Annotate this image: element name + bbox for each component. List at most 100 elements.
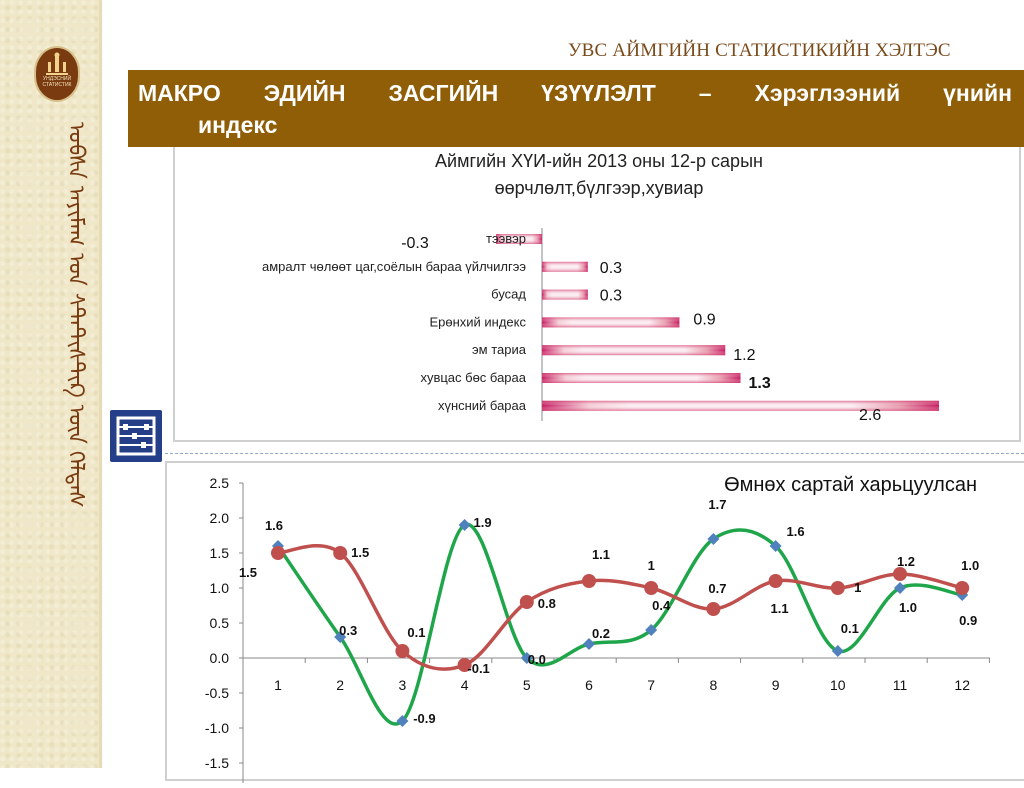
data-label: 0.0 [528, 652, 546, 667]
emblem-icon: УНДЭСНИЙ СТАТИСТИК [34, 46, 80, 102]
y-tick-label: 1.0 [210, 580, 230, 596]
data-label: 1.0 [899, 600, 917, 615]
data-label: 1 [854, 580, 861, 595]
data-label: 0.1 [407, 625, 425, 640]
bar-shade [542, 373, 741, 383]
data-label: 1.7 [708, 497, 726, 512]
data-label: 0.4 [652, 598, 671, 613]
y-tick-label: 0.5 [210, 615, 230, 631]
bar-shade [542, 289, 588, 300]
sidebar: УНДЭСНИЙ СТАТИСТИК ᠤᠪᠰᠠ ᠠᠶᠢᠮᠠᠭ ᠤᠨ ᠰᠲ᠋ᠠᠲ᠋… [0, 0, 99, 768]
x-tick-label: 5 [523, 677, 531, 693]
bar-category-label: хувцас бөс бараа [420, 370, 526, 385]
series-point [457, 658, 472, 672]
y-tick-label: -1.5 [205, 755, 229, 771]
data-label: 1.0 [961, 558, 979, 573]
bar-shade [542, 261, 588, 272]
x-tick-label: 1 [274, 677, 282, 693]
series-point [395, 644, 410, 658]
bar-value-label: 0.3 [600, 260, 622, 277]
bar-chart: Аймгийн ХҮИ-ийн 2013 оны 12-р сарын өөрч… [262, 151, 940, 424]
series-point [893, 567, 907, 581]
series-point [706, 602, 721, 616]
bar-shade [542, 317, 680, 328]
bar-category-label: Ерөнхий индекс [429, 314, 526, 329]
title-bar: МАКРО ЭДИЙН ЗАСГИЙН ҮЗҮҮЛЭЛТ – Хэрэглээн… [128, 70, 1024, 147]
series-point [458, 519, 471, 531]
x-tick-label: 9 [772, 677, 780, 693]
series-point [894, 582, 906, 594]
data-label: 1.6 [787, 524, 805, 539]
series-point [644, 581, 659, 595]
logo-text: УНДЭСНИЙ СТАТИСТИК [42, 76, 72, 88]
series-point [271, 546, 285, 560]
data-label: -0.1 [467, 661, 489, 676]
bar-chart-title-line2: өөрчлөлт,бүлгээр,хувиар [495, 178, 704, 198]
y-tick-label: 1.5 [210, 545, 230, 561]
data-label: 1.5 [351, 545, 369, 560]
org-name: УВС АЙМГИЙН СТАТИСТИКИЙН ХЭЛТЭС [568, 40, 951, 61]
bar-shade [496, 234, 542, 244]
series-point [519, 595, 534, 609]
section-divider [165, 453, 1024, 454]
series-point [768, 574, 783, 588]
x-tick-label: 4 [461, 677, 469, 693]
series-point [831, 645, 844, 657]
bar-category-label: эм тариа [472, 342, 527, 357]
series-point [769, 540, 782, 552]
data-label: 0.8 [538, 596, 556, 611]
x-tick-label: 10 [830, 677, 846, 693]
bar-shade [542, 400, 940, 411]
bar-category-label: амралт чөлөөт цаг,соёлын бараа үйлчилгээ [262, 259, 526, 274]
x-tick-label: 6 [585, 677, 593, 693]
bar-value-label: 1.2 [733, 347, 755, 364]
y-tick-label: -0.5 [205, 685, 229, 701]
series-point [830, 581, 845, 595]
vertical-script-text: ᠤᠪᠰᠠ ᠠᠶᠢᠮᠠᠭ ᠤᠨ ᠰᠲ᠋ᠠᠲ᠋ᠢᠰᠲ᠋ᠢᠺ ᠦᠨ ᠬᠡᠯᠲᠡᠰ [63, 122, 88, 508]
bar-category-label: хүнсний бараа [438, 398, 527, 413]
line-chart-title: Өмнөх сартай харьцуулсан [724, 474, 977, 496]
data-label: 0.9 [959, 613, 977, 628]
abacus-icon [110, 410, 162, 462]
data-label: 0.3 [339, 623, 357, 638]
series-point [582, 574, 596, 588]
series-point [955, 581, 970, 595]
series-point [333, 546, 348, 560]
x-tick-label: 11 [893, 677, 908, 693]
series-point [396, 715, 409, 727]
page-title-line2: индекс [198, 112, 278, 138]
data-label: 1.1 [592, 547, 610, 562]
data-label: 1.1 [771, 601, 789, 616]
y-tick-label: 2.5 [210, 475, 230, 491]
x-tick-label: 7 [647, 677, 655, 693]
x-tick-label: 12 [954, 677, 970, 693]
series-line [277, 543, 963, 671]
y-tick-label: -1.0 [205, 720, 229, 736]
bar-value-label: 2.6 [859, 407, 881, 424]
bar-value-label: 1.3 [749, 375, 771, 392]
series-point [520, 652, 533, 664]
x-tick-label: 3 [399, 677, 407, 693]
y-tick-label: 0.0 [210, 650, 230, 666]
data-label: 0.2 [592, 626, 610, 641]
bar-value-label: -0.3 [401, 235, 429, 252]
bar-category-label: тээвэр [486, 231, 526, 246]
page-title-line1: МАКРО ЭДИЙН ЗАСГИЙН ҮЗҮҮЛЭЛТ – Хэрэглээн… [138, 80, 1012, 106]
bar-chart-panel: Аймгийн ХҮИ-ийн 2013 оны 12-р сарын өөрч… [173, 147, 1021, 442]
series-point [645, 624, 658, 636]
series-point [707, 533, 720, 545]
data-label: 1.5 [239, 565, 257, 580]
data-label: 0.1 [841, 621, 859, 636]
bar-value-label: 0.9 [693, 311, 715, 328]
data-label: 1.6 [265, 518, 283, 533]
bar-value-label: 0.3 [600, 288, 622, 305]
data-label: 1.9 [474, 515, 492, 530]
x-tick-label: 8 [710, 677, 718, 693]
line-chart: Өмнөх сартай харьцуулсан 2.5 2.0 1.5 1.0 0.5… [205, 474, 990, 783]
data-label: 1.2 [897, 554, 915, 569]
bar-chart-title-line1: Аймгийн ХҮИ-ийн 2013 оны 12-р сарын [435, 151, 763, 171]
bar-category-label: бусад [491, 287, 526, 302]
series-line [276, 522, 963, 726]
x-tick-label: 2 [336, 677, 344, 693]
series-point [334, 631, 347, 643]
